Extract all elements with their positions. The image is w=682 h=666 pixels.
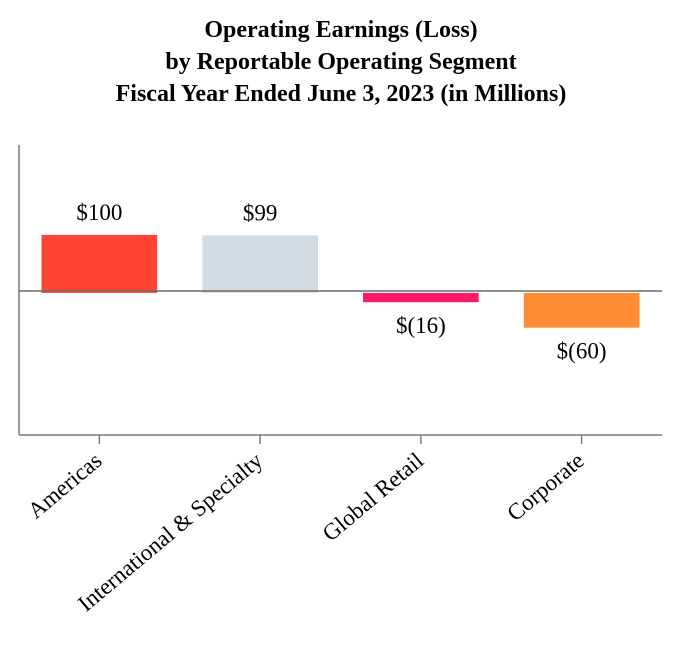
bar-international-specialty [202,235,318,293]
chart-title-line-3: Fiscal Year Ended June 3, 2023 (in Milli… [115,81,567,107]
value-label-corporate: $(60) [557,339,607,364]
chart-title: Operating Earnings (Loss) by Reportable … [0,14,682,110]
chart-title-line-2: by Reportable Operating Segment [165,49,517,75]
value-label-americas: $100 [76,200,122,225]
bar-global-retail [363,292,479,303]
chart-title-line-1: Operating Earnings (Loss) [204,17,478,43]
bar-americas [41,234,158,293]
category-label-international-specialty: International & Specialty [73,447,268,616]
category-label-global-retail: Global Retail [318,448,429,546]
bar-corporate [523,292,640,328]
category-label-americas: Americas [23,448,107,524]
category-label-corporate: Corporate [502,448,589,526]
value-label-global-retail: $(16) [396,313,446,338]
value-label-international-specialty: $99 [243,201,278,226]
